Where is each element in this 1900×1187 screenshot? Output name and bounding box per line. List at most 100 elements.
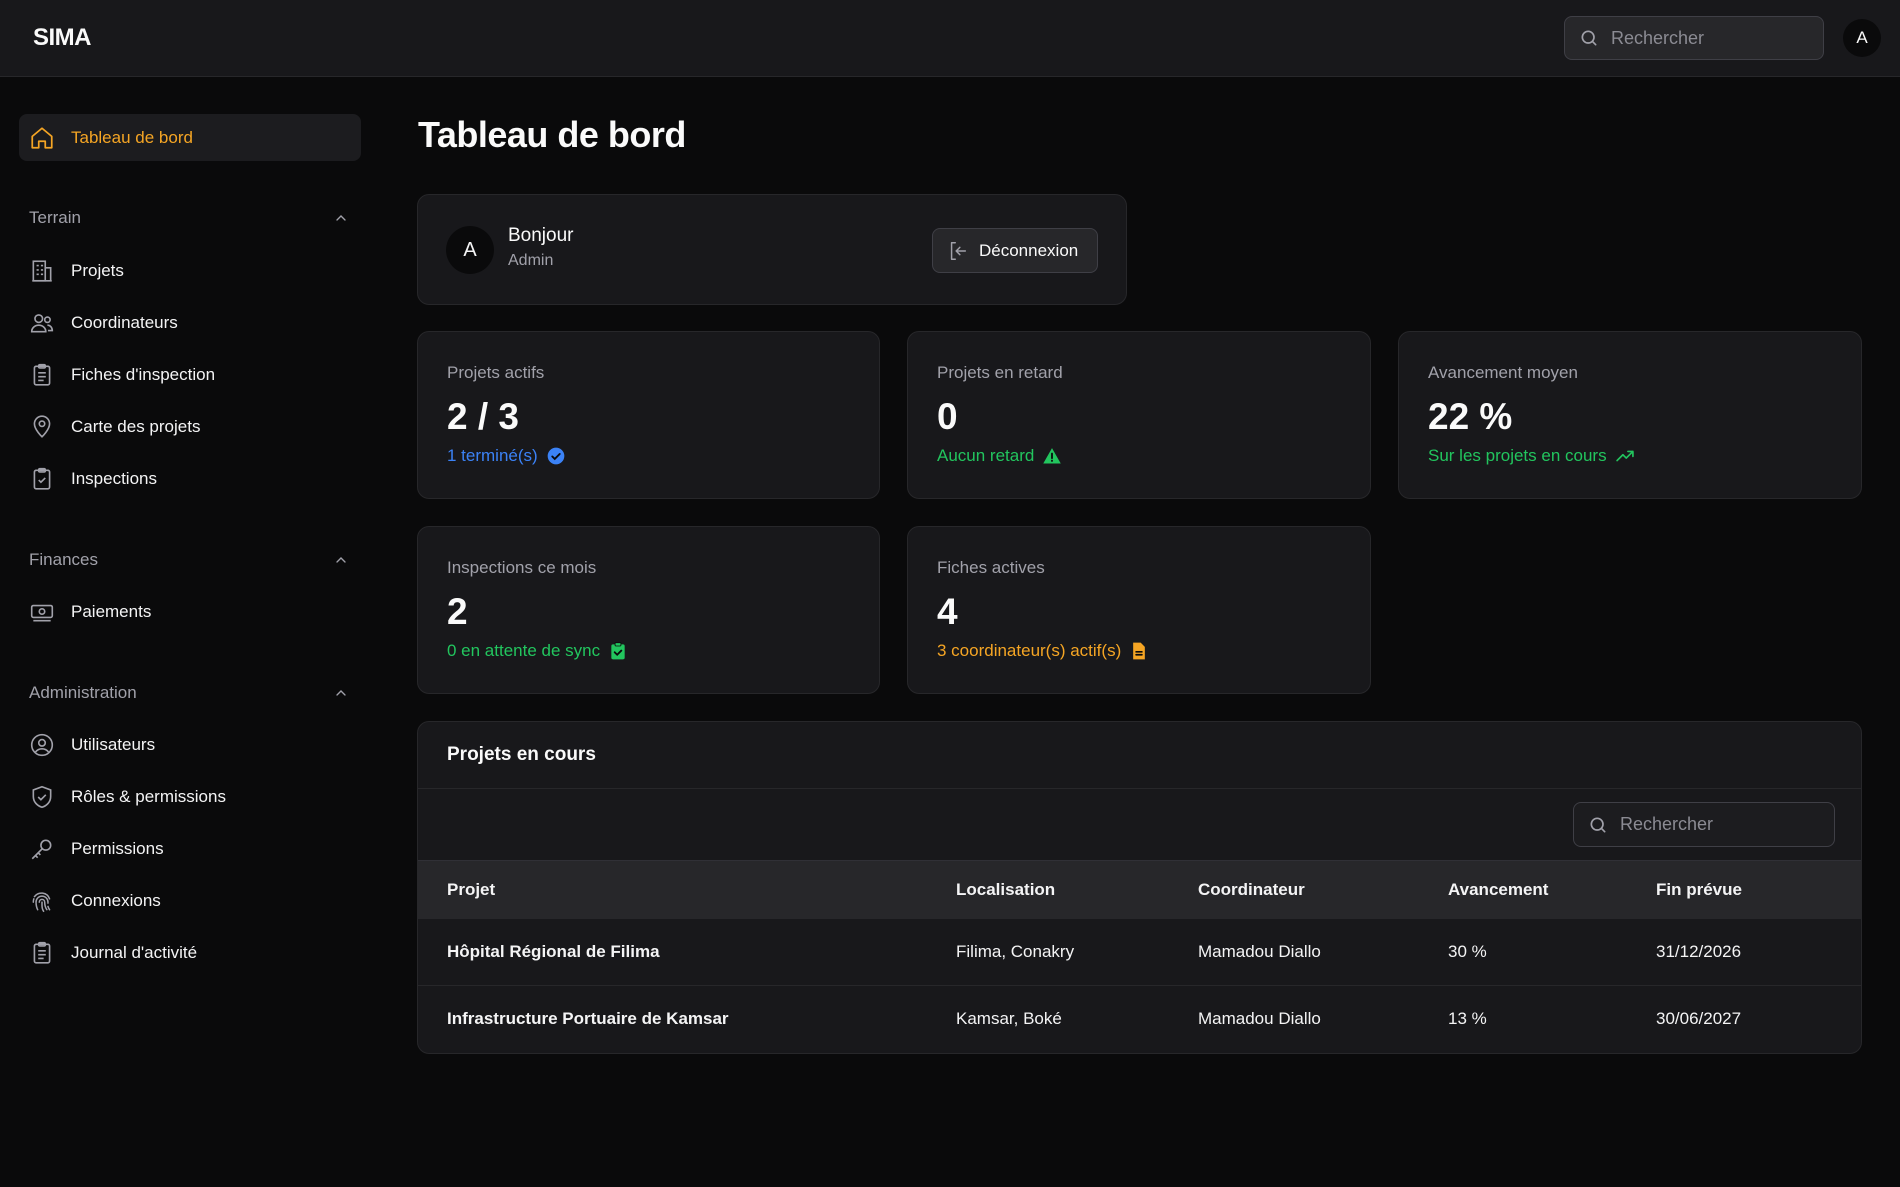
- sidebar-item-label: Fiches d'inspection: [71, 365, 216, 384]
- welcome-card: A Bonjour Admin Déconnexion: [417, 194, 1127, 305]
- stat-subtext: 3 coordinateur(s) actif(s): [937, 641, 1149, 661]
- cell-fin-prevue: 30/06/2027: [1656, 1009, 1742, 1028]
- sidebar-item-projets[interactable]: Projets: [29, 251, 359, 291]
- cell-localisation: Kamsar, Boké: [956, 1009, 1062, 1028]
- column-header-fin-prevue[interactable]: Fin prévue: [1656, 880, 1742, 899]
- fingerprint-icon: [29, 888, 55, 914]
- stat-subtext-label: Aucun retard: [937, 446, 1035, 465]
- section-toggle-finances[interactable]: Finances: [29, 545, 349, 575]
- stat-value: 4: [937, 591, 958, 632]
- sidebar-item-label: Coordinateurs: [71, 313, 178, 332]
- column-header-localisation[interactable]: Localisation: [956, 880, 1056, 899]
- table-row[interactable]: Hôpital Régional de Filima Filima, Conak…: [418, 918, 1861, 985]
- home-icon: [29, 125, 55, 151]
- sidebar-item-label: Permissions: [71, 839, 164, 858]
- sidebar-item-label: Carte des projets: [71, 417, 201, 436]
- clipboard-list-icon: [29, 940, 55, 966]
- logout-button[interactable]: Déconnexion: [932, 228, 1098, 273]
- table-search-input[interactable]: [1620, 814, 1820, 835]
- banknote-icon: [29, 599, 55, 625]
- sidebar-item-carte-projets[interactable]: Carte des projets: [29, 407, 359, 447]
- sidebar: Tableau de bord Terrain Projets Coordina…: [0, 77, 380, 1187]
- section-title: Terrain: [29, 208, 81, 227]
- stat-label: Inspections ce mois: [447, 558, 597, 577]
- check-badge-icon: [538, 446, 566, 466]
- sidebar-item-permissions[interactable]: Permissions: [29, 829, 359, 869]
- cell-coordinateur: Mamadou Diallo: [1198, 942, 1321, 961]
- stat-subtext-label: 3 coordinateur(s) actif(s): [937, 641, 1122, 660]
- sidebar-item-fiches-inspection[interactable]: Fiches d'inspection: [29, 355, 359, 395]
- stat-value: 0: [937, 396, 958, 437]
- stat-label: Avancement moyen: [1428, 363, 1578, 382]
- stat-card-projets-actifs: Projets actifs 2 / 3 1 terminé(s): [417, 331, 880, 499]
- stat-card-inspections: Inspections ce mois 2 0 en attente de sy…: [417, 526, 880, 694]
- sidebar-item-journal-activite[interactable]: Journal d'activité: [29, 933, 359, 973]
- sidebar-item-label: Paiements: [71, 602, 152, 621]
- map-pin-icon: [29, 414, 55, 440]
- stat-card-avancement: Avancement moyen 22 % Sur les projets en…: [1398, 331, 1862, 499]
- sidebar-item-label: Journal d'activité: [71, 943, 198, 962]
- sidebar-item-roles-permissions[interactable]: Rôles & permissions: [29, 777, 359, 817]
- stat-subtext-label: 0 en attente de sync: [447, 641, 601, 660]
- sidebar-item-label: Projets: [71, 261, 124, 280]
- divider: [418, 788, 1861, 789]
- cell-fin-prevue: 31/12/2026: [1656, 942, 1742, 961]
- user-avatar[interactable]: A: [1843, 19, 1881, 57]
- top-bar: SIMA A: [0, 0, 1900, 77]
- global-search[interactable]: [1564, 16, 1824, 60]
- sidebar-item-coordinateurs[interactable]: Coordinateurs: [29, 303, 359, 343]
- search-icon: [1588, 815, 1608, 835]
- sidebar-item-utilisateurs[interactable]: Utilisateurs: [29, 725, 359, 765]
- chevron-up-icon: [333, 685, 349, 701]
- clipboard-check-icon: [600, 641, 628, 661]
- sidebar-item-label: Utilisateurs: [71, 735, 156, 754]
- welcome-greeting: Bonjour: [508, 225, 574, 246]
- clipboard-check-icon: [29, 466, 55, 492]
- sidebar-item-label: Rôles & permissions: [71, 787, 226, 806]
- user-circle-icon: [29, 732, 55, 758]
- table-row[interactable]: Infrastructure Portuaire de Kamsar Kamsa…: [418, 985, 1861, 1052]
- logout-label: Déconnexion: [979, 240, 1079, 260]
- key-icon: [29, 836, 55, 862]
- stat-value: 2: [447, 591, 468, 632]
- stat-subtext-label: 1 terminé(s): [447, 446, 538, 465]
- section-toggle-administration[interactable]: Administration: [29, 678, 349, 708]
- sidebar-item-inspections[interactable]: Inspections: [29, 459, 359, 499]
- welcome-role: Admin: [508, 252, 554, 269]
- sidebar-item-dashboard[interactable]: Tableau de bord: [19, 114, 361, 161]
- sidebar-item-label: Tableau de bord: [71, 127, 193, 147]
- table-search[interactable]: [1573, 802, 1835, 847]
- logout-icon: [947, 240, 969, 262]
- section-toggle-terrain[interactable]: Terrain: [29, 203, 349, 233]
- column-header-coordinateur[interactable]: Coordinateur: [1198, 880, 1305, 899]
- stat-subtext: 1 terminé(s): [447, 446, 566, 466]
- cell-projet[interactable]: Infrastructure Portuaire de Kamsar: [447, 1009, 729, 1028]
- stat-subtext: 0 en attente de sync: [447, 641, 628, 661]
- file-text-icon: [1121, 641, 1149, 661]
- table-header: Projet Localisation Coordinateur Avancem…: [418, 860, 1861, 918]
- clipboard-list-icon: [29, 362, 55, 388]
- column-header-avancement[interactable]: Avancement: [1448, 880, 1549, 899]
- sidebar-item-paiements[interactable]: Paiements: [29, 592, 359, 632]
- building-icon: [29, 258, 55, 284]
- sidebar-item-connexions[interactable]: Connexions: [29, 881, 359, 921]
- column-header-projet[interactable]: Projet: [447, 880, 496, 899]
- cell-avancement: 30 %: [1448, 942, 1487, 961]
- app-brand[interactable]: SIMA: [33, 24, 92, 51]
- global-search-input[interactable]: [1611, 27, 1811, 49]
- stat-label: Projets en retard: [937, 363, 1063, 382]
- stat-subtext-label: Sur les projets en cours: [1428, 446, 1607, 465]
- users-icon: [29, 310, 55, 336]
- section-title: Administration: [29, 683, 137, 702]
- cell-projet[interactable]: Hôpital Régional de Filima: [447, 942, 660, 961]
- cell-localisation: Filima, Conakry: [956, 942, 1075, 961]
- stat-subtext: Aucun retard: [937, 446, 1062, 466]
- sidebar-item-label: Inspections: [71, 469, 157, 488]
- avatar: A: [446, 226, 494, 274]
- search-icon: [1579, 28, 1599, 48]
- shield-check-icon: [29, 784, 55, 810]
- trending-up-icon: [1607, 446, 1635, 466]
- page-title: Tableau de bord: [418, 114, 686, 155]
- projects-table-card: Projets en cours Projet Localisation Coo…: [417, 721, 1862, 1054]
- sidebar-item-label: Connexions: [71, 891, 161, 910]
